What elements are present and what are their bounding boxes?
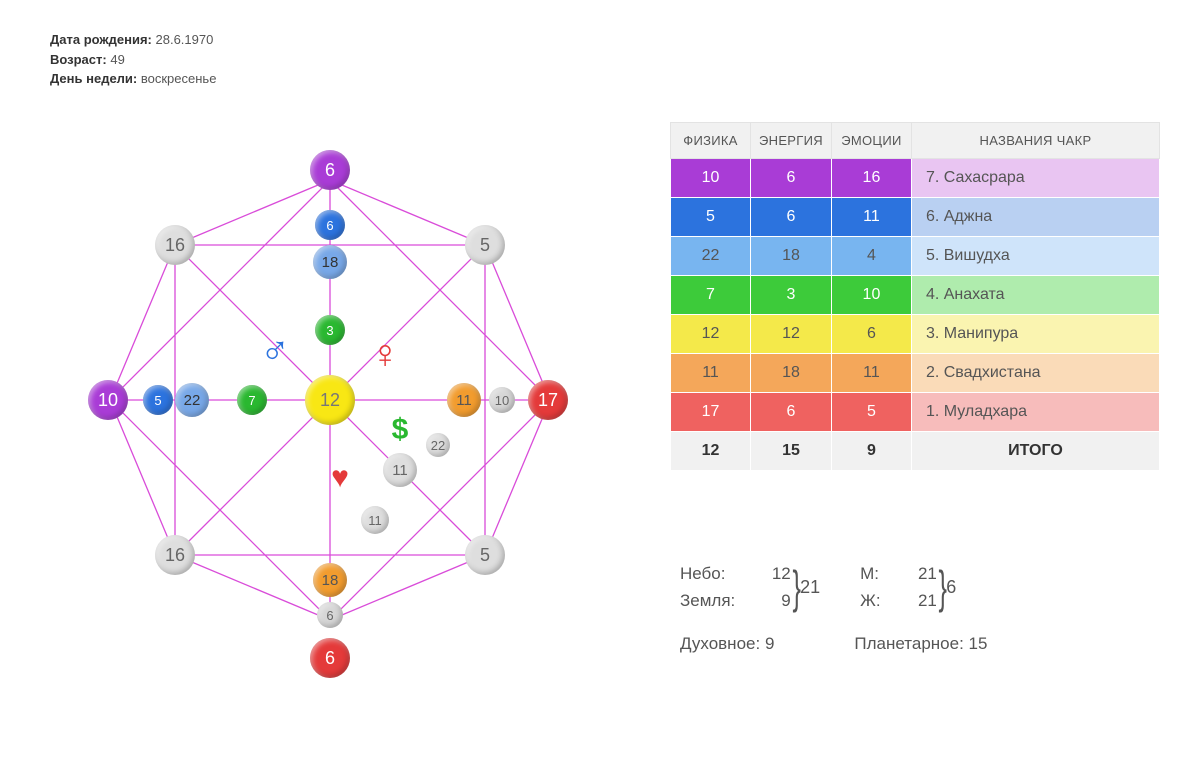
chakra-table: ФизикаЭнергияЭмоцииНазвания чакр106167. …	[670, 122, 1160, 471]
matrix-node-left-b2: 22	[175, 383, 209, 417]
chakra-total-row: 12159ИТОГО	[671, 432, 1160, 471]
chakra-cell: 7	[671, 276, 751, 315]
mf-pair: М: 21 Ж: 21 } 6	[860, 560, 956, 614]
earth-value: 9	[755, 587, 791, 614]
chakra-cell: 5	[671, 198, 751, 237]
chakra-cell: 6	[751, 393, 832, 432]
matrix-node-top-b1: 6	[315, 210, 345, 240]
sky-earth-sum: 21	[800, 577, 820, 598]
matrix-node-left-outer: 10	[88, 380, 128, 420]
chakra-header: Названия чакр	[911, 123, 1159, 159]
dollar-icon: $	[392, 413, 409, 447]
matrix-node-right-orange: 11	[447, 383, 481, 417]
sky-earth-pair: Небо: 12 Земля: 9 } 21	[680, 560, 820, 614]
chakra-cell: 22	[671, 237, 751, 276]
chakra-cell: 18	[751, 237, 832, 276]
chakra-cell: 6	[751, 159, 832, 198]
chakra-cell: 5	[831, 393, 911, 432]
brace-icon: }	[792, 560, 800, 614]
chakra-name: 6. Аджна	[911, 198, 1159, 237]
chakra-total-cell: 15	[751, 432, 832, 471]
chakra-total-cell: 9	[831, 432, 911, 471]
chakra-cell: 18	[751, 354, 832, 393]
chakra-header: Энергия	[751, 123, 832, 159]
chakra-row: 56116. Аджна	[671, 198, 1160, 237]
chakra-name: 1. Муладхара	[911, 393, 1159, 432]
m-value: 21	[901, 560, 937, 587]
chakra-cell: 16	[831, 159, 911, 198]
chakra-cell: 11	[831, 198, 911, 237]
chakra-cell: 6	[831, 315, 911, 354]
m-label: М:	[860, 560, 896, 587]
summary-block: Небо: 12 Земля: 9 } 21 М: 21 Ж: 21 } 6 Д…	[680, 560, 1170, 654]
chakra-header: Физика	[671, 123, 751, 159]
matrix-node-love-path: 11	[361, 506, 389, 534]
spiritual-value: 9	[765, 634, 774, 653]
heart-icon: ♥	[331, 461, 349, 495]
chakra-total-label: ИТОГО	[911, 432, 1159, 471]
chakra-cell: 12	[751, 315, 832, 354]
matrix-node-diag-bl: 16	[155, 535, 195, 575]
matrix-node-bot-grey: 6	[317, 602, 343, 628]
chakra-header: Эмоции	[831, 123, 911, 159]
dow-value: воскресенье	[141, 71, 217, 86]
chakra-row: 73104. Анахата	[671, 276, 1160, 315]
chakra-name: 5. Вишудха	[911, 237, 1159, 276]
matrix-node-right-grey: 10	[489, 387, 515, 413]
earth-label: Земля:	[680, 587, 750, 614]
matrix-node-left-b1: 5	[143, 385, 173, 415]
sky-value: 12	[755, 560, 791, 587]
spiritual-label: Духовное:	[680, 634, 760, 653]
chakra-name: 3. Манипура	[911, 315, 1159, 354]
planetary-label: Планетарное:	[854, 634, 963, 653]
chakra-cell: 11	[831, 354, 911, 393]
chakra-row: 121263. Манипура	[671, 315, 1160, 354]
matrix-node-left-green: 7	[237, 385, 267, 415]
matrix-node-money-b: 22	[426, 433, 450, 457]
destiny-matrix-diagram: 66183121866105227111017165165112211 ♂♀$♥	[80, 100, 580, 700]
brace-icon: }	[938, 560, 946, 614]
chakra-name: 4. Анахата	[911, 276, 1159, 315]
chakra-row: 1118112. Свадхистана	[671, 354, 1160, 393]
chakra-row: 221845. Вишудха	[671, 237, 1160, 276]
dob-label: Дата рождения:	[50, 32, 152, 47]
dow-label: День недели:	[50, 71, 137, 86]
planetary-value: 15	[969, 634, 988, 653]
chakra-cell: 4	[831, 237, 911, 276]
age-value: 49	[110, 52, 124, 67]
matrix-node-money-a: 11	[383, 453, 417, 487]
f-value: 21	[901, 587, 937, 614]
age-label: Возраст:	[50, 52, 107, 67]
matrix-node-top-outer: 6	[310, 150, 350, 190]
chakra-cell: 6	[751, 198, 832, 237]
matrix-node-diag-tl: 16	[155, 225, 195, 265]
venus-icon: ♀	[370, 333, 400, 378]
mars-icon: ♂	[260, 328, 290, 373]
chakra-name: 7. Сахасрара	[911, 159, 1159, 198]
chakra-cell: 12	[671, 315, 751, 354]
header-info: Дата рождения: 28.6.1970 Возраст: 49 Ден…	[50, 30, 216, 89]
mf-sum: 6	[946, 577, 956, 598]
sky-label: Небо:	[680, 560, 750, 587]
matrix-node-center: 12	[305, 375, 355, 425]
matrix-node-bot-outer: 6	[310, 638, 350, 678]
chakra-cell: 11	[671, 354, 751, 393]
dob-value: 28.6.1970	[156, 32, 214, 47]
chakra-name: 2. Свадхистана	[911, 354, 1159, 393]
chakra-cell: 10	[671, 159, 751, 198]
chakra-cell: 10	[831, 276, 911, 315]
f-label: Ж:	[860, 587, 896, 614]
matrix-node-right-outer: 17	[528, 380, 568, 420]
matrix-node-top-b2: 18	[313, 245, 347, 279]
chakra-total-cell: 12	[671, 432, 751, 471]
chakra-row: 17651. Муладхара	[671, 393, 1160, 432]
matrix-node-diag-br: 5	[465, 535, 505, 575]
chakra-cell: 3	[751, 276, 832, 315]
chakra-cell: 17	[671, 393, 751, 432]
matrix-node-diag-tr: 5	[465, 225, 505, 265]
matrix-node-bot-orange: 18	[313, 563, 347, 597]
matrix-node-top-green: 3	[315, 315, 345, 345]
chakra-row: 106167. Сахасрара	[671, 159, 1160, 198]
